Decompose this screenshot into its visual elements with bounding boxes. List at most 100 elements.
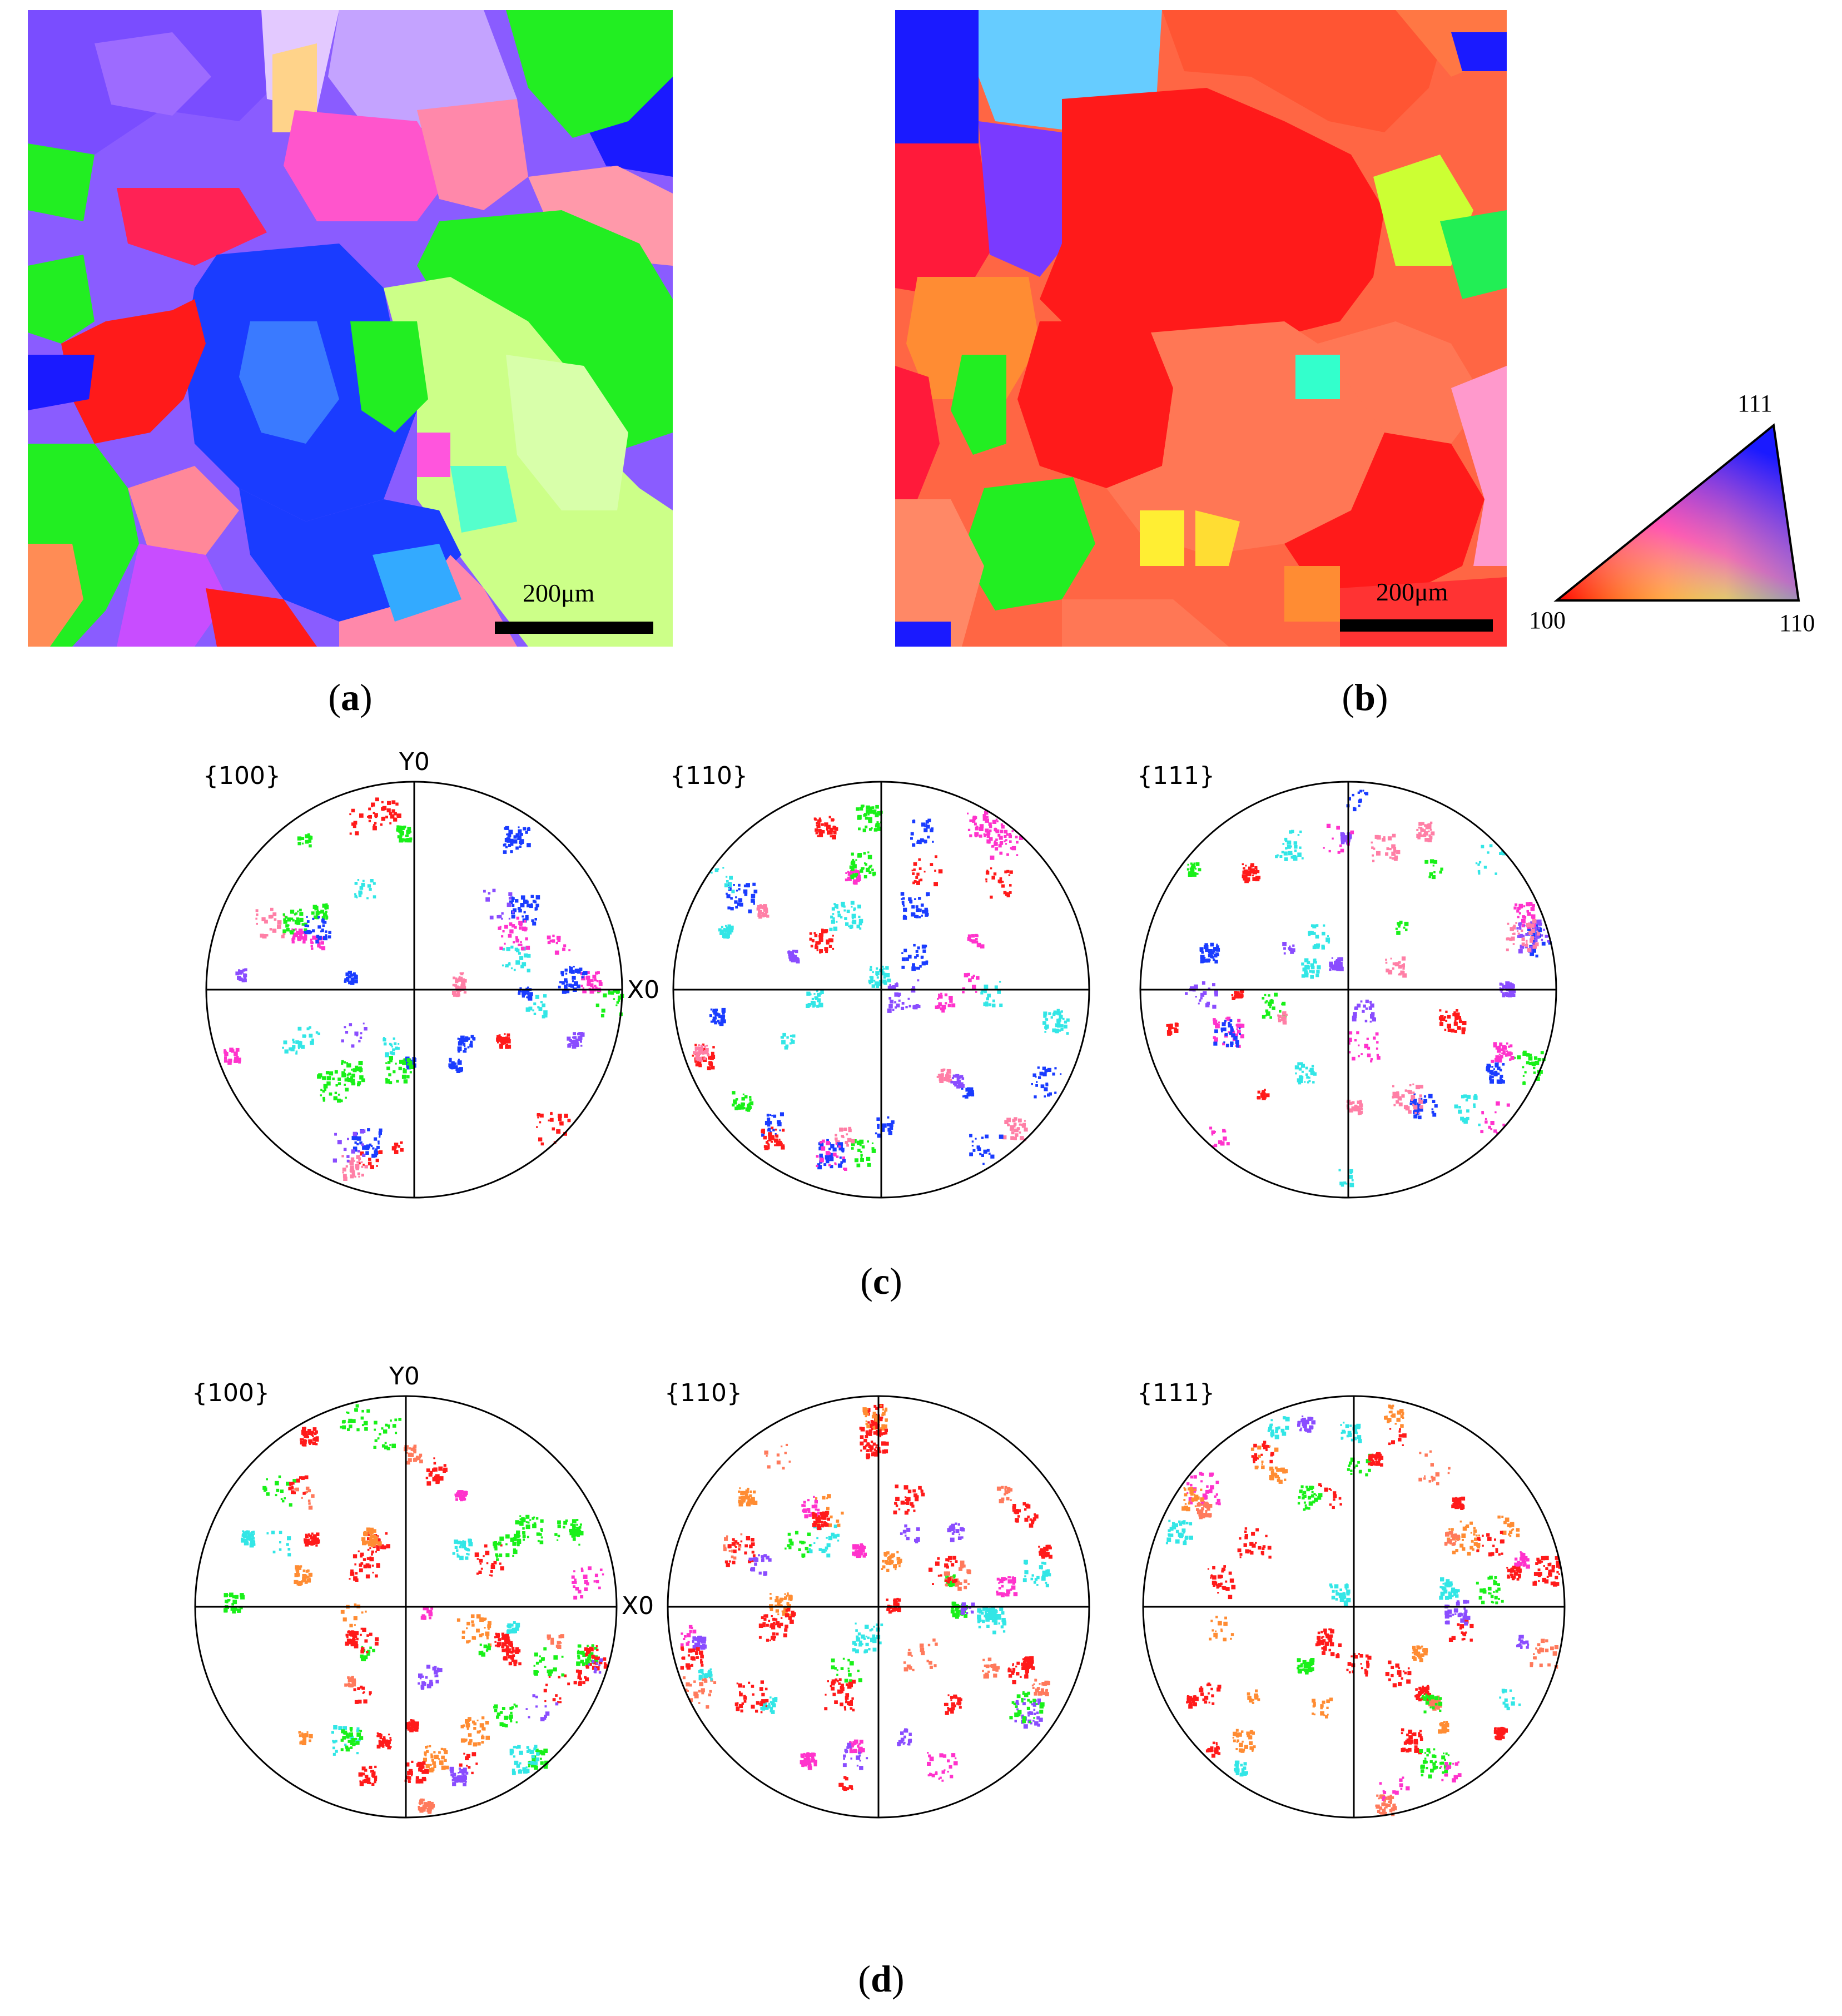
pole-point [1342, 835, 1345, 838]
pole-point [389, 1737, 391, 1739]
pole-point [488, 1621, 491, 1625]
pole-point [921, 839, 925, 843]
pole-point [1545, 935, 1548, 938]
pole-point [592, 1665, 597, 1670]
pole-point [918, 879, 921, 882]
pole-point [485, 1721, 489, 1725]
pole-point [851, 906, 853, 908]
pole-point [498, 1638, 502, 1642]
pole-point [1245, 865, 1247, 867]
pole-point [703, 1057, 707, 1060]
pole-point [1042, 1066, 1046, 1070]
pole-point [322, 1090, 325, 1093]
pole-point [1013, 1136, 1017, 1140]
pole-point [464, 1045, 466, 1047]
pole-point [1510, 1045, 1512, 1047]
pole-point [702, 1051, 704, 1054]
pole-point [374, 813, 378, 817]
pole-point [503, 850, 507, 854]
pole-point [463, 1498, 466, 1501]
pole-point [817, 835, 819, 837]
pole-point [1039, 1071, 1044, 1076]
pole-point [949, 1583, 953, 1587]
pole-point [245, 1541, 249, 1546]
pole-point [910, 832, 914, 836]
pole-point [1416, 1103, 1421, 1107]
pole-point [504, 1033, 506, 1035]
pole-point [841, 904, 845, 907]
pole-figure-c-111 [1139, 781, 1557, 1199]
pole-point [453, 1772, 456, 1776]
pole-point [256, 913, 259, 916]
pole-point [610, 991, 614, 995]
pole-point [454, 1540, 459, 1544]
pole-point [1349, 1169, 1353, 1173]
pole-point [1272, 1006, 1275, 1010]
pole-point [292, 936, 296, 940]
pole-point [1401, 971, 1405, 975]
pole-point [567, 1119, 571, 1123]
pole-point [988, 1153, 991, 1155]
pole-point [1304, 974, 1309, 977]
pole-point [1044, 1069, 1048, 1072]
pole-point [1350, 830, 1354, 835]
pole-point [452, 991, 454, 993]
pole-point [1344, 835, 1349, 839]
pole-point [497, 1712, 501, 1716]
pole-point [451, 1061, 455, 1065]
pole-point [727, 924, 731, 928]
pole-point [1054, 1067, 1057, 1070]
pole-point [832, 947, 835, 950]
pole-point [314, 915, 317, 918]
pole-point [289, 1503, 292, 1507]
pole-point [498, 1541, 502, 1545]
pole-point [366, 897, 369, 900]
pole-point [311, 911, 315, 915]
pole-point [468, 1542, 473, 1547]
pole-point [240, 1593, 244, 1597]
pole-point [1506, 937, 1510, 941]
pole-point [459, 1763, 463, 1767]
pole-point [527, 969, 530, 972]
pole-point [783, 1612, 786, 1615]
pole-point [396, 815, 399, 817]
pole-point [863, 813, 867, 817]
pole-point [1502, 1063, 1505, 1066]
pole-point [1371, 846, 1374, 849]
pole-point [563, 1521, 568, 1525]
pole-point [711, 1051, 714, 1055]
pole-point [919, 965, 922, 968]
pole-point [517, 836, 522, 840]
pole-point [1285, 858, 1288, 860]
pole-point [1499, 852, 1502, 855]
pole-point [1293, 856, 1298, 861]
pole-point [1000, 823, 1004, 826]
pole-point [511, 915, 515, 919]
pole-point [505, 964, 509, 967]
pole-point [1335, 959, 1339, 962]
pole-point [302, 1492, 306, 1495]
pole-point [383, 1736, 386, 1739]
pole-point [352, 1131, 358, 1136]
pole-point [395, 1046, 398, 1050]
pole-point [1325, 937, 1330, 942]
pole-point [353, 1616, 358, 1621]
pole-point [1447, 1026, 1449, 1029]
pole-point [419, 1453, 423, 1457]
pole-point [1491, 1060, 1495, 1063]
pole-point [937, 997, 939, 1000]
pole-figure-c-110 [672, 781, 1090, 1199]
pole-point [1167, 1031, 1171, 1036]
pole-point [361, 1766, 366, 1771]
pole-point [1228, 1021, 1230, 1025]
pole-point [875, 1132, 877, 1135]
pole-point [312, 917, 315, 920]
pole-point [787, 1593, 789, 1596]
pole-point [1456, 1009, 1458, 1012]
pole-point [372, 1147, 375, 1150]
pole-point [1310, 1071, 1315, 1075]
pole-point [868, 1432, 872, 1436]
pole-point [1284, 837, 1288, 841]
pole-point [733, 884, 735, 886]
pole-point [1020, 1136, 1024, 1140]
